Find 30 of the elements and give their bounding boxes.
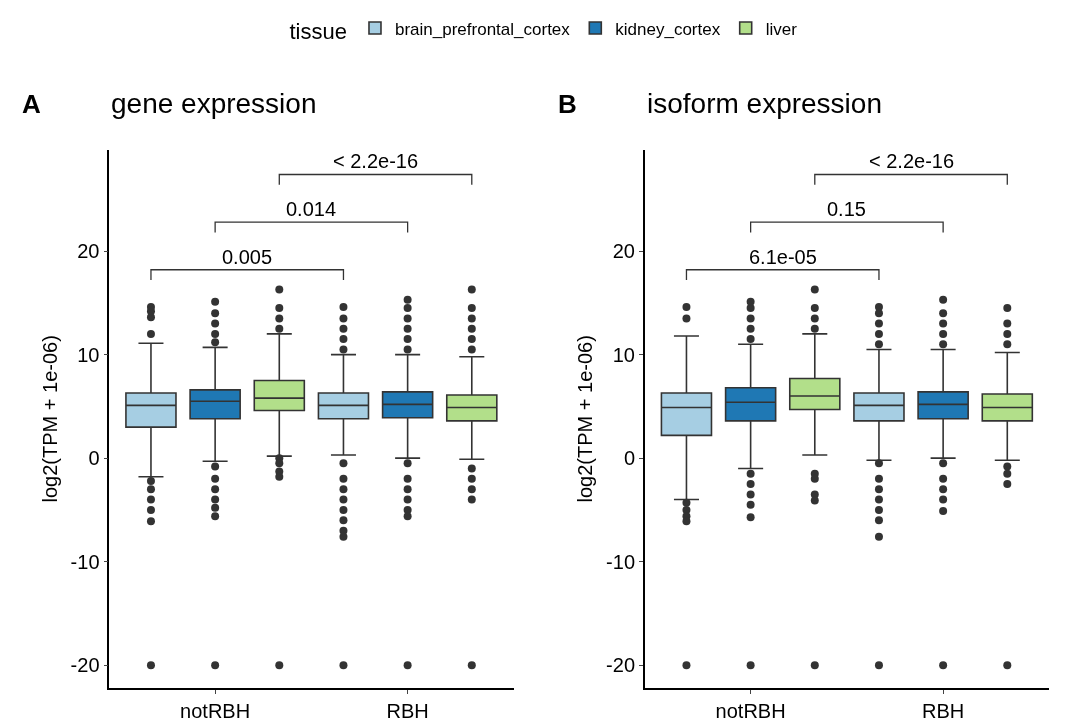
annotation: 0.15 (827, 198, 866, 220)
y-axis-title: log2(TPM + 1e-06) (38, 335, 61, 503)
y-tick-label: 20 (612, 240, 635, 263)
annotation: 0.014 (286, 198, 337, 220)
y-tick-label: -10 (70, 550, 100, 573)
x-tick-label: RBH (386, 699, 429, 722)
annotation: 0.005 (222, 246, 273, 268)
y-tick-label: 10 (612, 343, 635, 366)
x-tick-label: notRBH (715, 699, 786, 722)
text: A (22, 89, 41, 119)
legend-label: liver (765, 19, 798, 39)
legend-label: brain_prefrontal_cortex (394, 19, 571, 39)
legend-title: tissue (289, 19, 347, 45)
annotation: 6.1e-05 (749, 246, 817, 268)
y-tick-label: -20 (70, 654, 100, 677)
chart-title: isoform expression (647, 88, 882, 119)
y-axis-title: log2(TPM + 1e-06) (574, 335, 597, 503)
y-tick-label: -20 (606, 654, 635, 677)
legend-label: kidney_cortex (615, 19, 721, 39)
annotation: < 2.2e-16 (869, 150, 955, 172)
x-tick-label: notRBH (180, 699, 251, 722)
y-tick-label: 20 (77, 240, 100, 263)
y-tick-label: 10 (77, 343, 100, 366)
x-tick-label: RBH (922, 699, 965, 722)
annotation: < 2.2e-16 (333, 150, 419, 172)
y-tick-label: -10 (606, 550, 635, 573)
text: B (558, 89, 577, 119)
y-tick-label: 0 (88, 447, 100, 470)
y-tick-label: 0 (623, 447, 635, 470)
chart-title: gene expression (111, 88, 317, 119)
